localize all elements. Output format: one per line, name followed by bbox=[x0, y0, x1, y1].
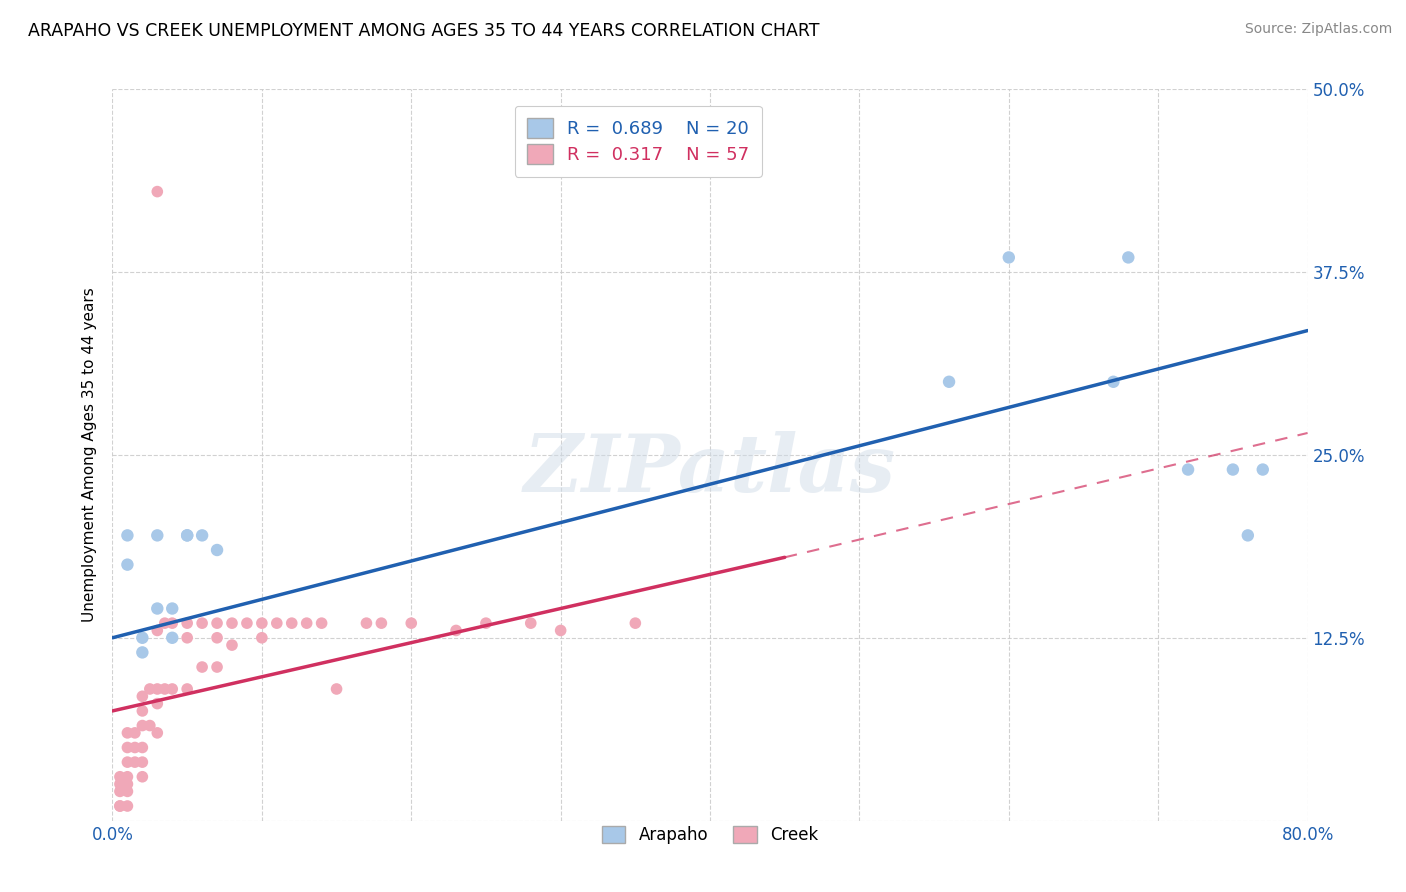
Point bbox=[624, 616, 647, 631]
Point bbox=[176, 528, 198, 542]
Text: ZIPatlas: ZIPatlas bbox=[524, 431, 896, 508]
Point bbox=[176, 616, 198, 631]
Point bbox=[162, 631, 183, 645]
Point bbox=[146, 697, 169, 711]
Point bbox=[146, 185, 169, 199]
Point bbox=[250, 631, 273, 645]
Point bbox=[108, 799, 131, 814]
Point bbox=[131, 631, 153, 645]
Legend: Arapaho, Creek: Arapaho, Creek bbox=[593, 818, 827, 853]
Point bbox=[146, 681, 169, 696]
Point bbox=[117, 770, 139, 784]
Point bbox=[117, 799, 139, 814]
Point bbox=[998, 251, 1021, 265]
Point bbox=[205, 543, 228, 558]
Point bbox=[176, 681, 198, 696]
Point bbox=[108, 770, 131, 784]
Point bbox=[146, 601, 169, 615]
Point bbox=[281, 616, 304, 631]
Point bbox=[236, 616, 259, 631]
Point bbox=[108, 777, 131, 791]
Point bbox=[131, 770, 153, 784]
Point bbox=[444, 624, 467, 638]
Point bbox=[131, 704, 153, 718]
Point bbox=[520, 616, 543, 631]
Point bbox=[250, 616, 273, 631]
Point bbox=[131, 718, 153, 732]
Point bbox=[117, 726, 139, 740]
Point bbox=[191, 616, 214, 631]
Point bbox=[162, 616, 183, 631]
Point bbox=[1237, 528, 1260, 542]
Point bbox=[370, 616, 392, 631]
Point bbox=[162, 601, 183, 615]
Point bbox=[131, 755, 153, 769]
Point bbox=[117, 755, 139, 769]
Point bbox=[117, 558, 139, 572]
Point bbox=[153, 681, 176, 696]
Point bbox=[191, 528, 214, 542]
Point bbox=[117, 777, 139, 791]
Point bbox=[191, 660, 214, 674]
Point bbox=[117, 784, 139, 798]
Point bbox=[176, 631, 198, 645]
Point bbox=[356, 616, 378, 631]
Point bbox=[131, 690, 153, 704]
Point bbox=[1222, 462, 1244, 476]
Point bbox=[131, 645, 153, 659]
Point bbox=[124, 755, 146, 769]
Point bbox=[1177, 462, 1199, 476]
Point bbox=[117, 528, 139, 542]
Point bbox=[176, 528, 198, 542]
Point bbox=[153, 616, 176, 631]
Point bbox=[1118, 251, 1140, 265]
Point bbox=[139, 681, 162, 696]
Point bbox=[146, 624, 169, 638]
Point bbox=[1102, 375, 1125, 389]
Point bbox=[146, 726, 169, 740]
Point bbox=[146, 528, 169, 542]
Y-axis label: Unemployment Among Ages 35 to 44 years: Unemployment Among Ages 35 to 44 years bbox=[82, 287, 97, 623]
Point bbox=[295, 616, 318, 631]
Point bbox=[131, 740, 153, 755]
Point bbox=[401, 616, 423, 631]
Point bbox=[266, 616, 288, 631]
Point bbox=[325, 681, 347, 696]
Point bbox=[205, 616, 228, 631]
Point bbox=[162, 681, 183, 696]
Point bbox=[550, 624, 572, 638]
Point bbox=[938, 375, 960, 389]
Point bbox=[1251, 462, 1274, 476]
Point bbox=[475, 616, 498, 631]
Point bbox=[117, 740, 139, 755]
Point bbox=[124, 740, 146, 755]
Point bbox=[205, 631, 228, 645]
Point bbox=[311, 616, 333, 631]
Point bbox=[108, 784, 131, 798]
Text: Source: ZipAtlas.com: Source: ZipAtlas.com bbox=[1244, 22, 1392, 37]
Point bbox=[108, 799, 131, 814]
Point bbox=[205, 660, 228, 674]
Point bbox=[221, 616, 243, 631]
Point bbox=[139, 718, 162, 732]
Text: ARAPAHO VS CREEK UNEMPLOYMENT AMONG AGES 35 TO 44 YEARS CORRELATION CHART: ARAPAHO VS CREEK UNEMPLOYMENT AMONG AGES… bbox=[28, 22, 820, 40]
Point bbox=[221, 638, 243, 652]
Point bbox=[124, 726, 146, 740]
